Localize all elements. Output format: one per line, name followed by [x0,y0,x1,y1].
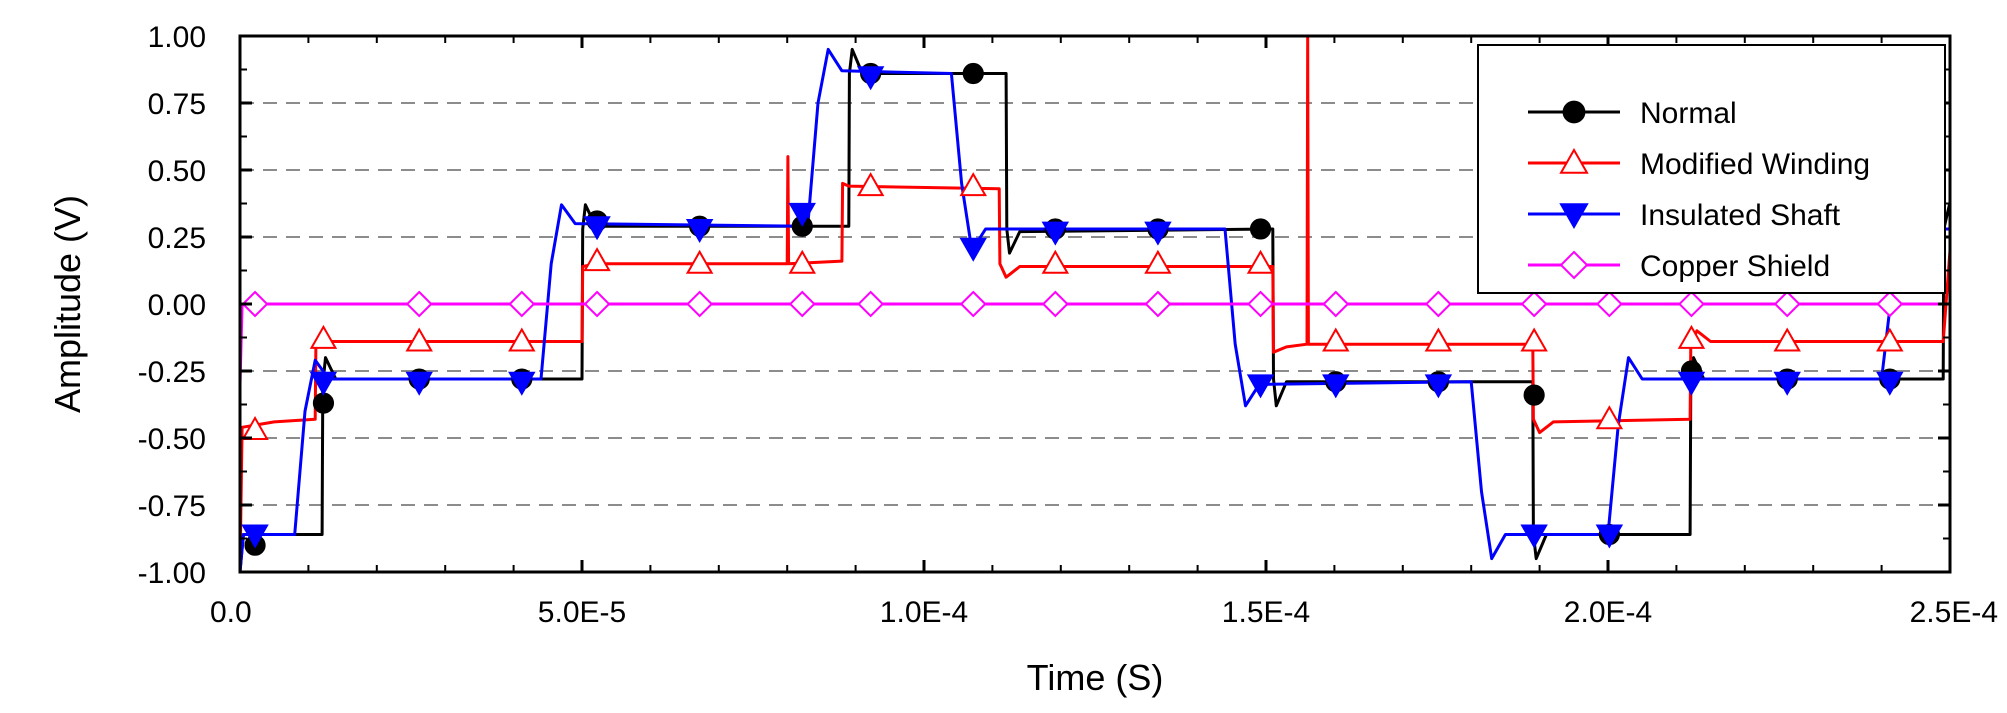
series-line-modified-winding [238,34,1952,573]
point-insulated-shaft [1773,371,1801,396]
legend: Normal Modified Winding Insulated Shaft Cop… [1477,44,1946,294]
point-copper-shield [241,290,269,318]
point-modified-winding [1144,249,1172,274]
point-insulated-shaft [1246,374,1275,399]
point-copper-shield [1424,290,1452,318]
point-copper-shield [1595,290,1623,318]
point-modified-winding [959,172,987,197]
series-markers [241,62,1904,556]
point-insulated-shaft [685,218,714,243]
x-tick-label: 2.5E-4 [1910,596,1998,629]
point-insulated-shaft [1677,371,1706,396]
point-modified-winding [856,172,885,197]
legend-marker-modified-winding [1559,147,1589,174]
point-modified-winding [685,249,714,274]
y-tick-label: 0.75 [148,88,206,121]
point-modified-winding [1322,327,1350,352]
y-tick-label: 0.00 [148,289,206,322]
point-copper-shield [1520,290,1548,318]
point-copper-shield [788,290,816,318]
point-modified-winding [1677,324,1706,349]
point-modified-winding [1424,327,1453,352]
point-copper-shield [583,290,611,318]
point-copper-shield [1247,290,1274,318]
point-copper-shield [1876,290,1904,318]
x-tick-label: 1.5E-4 [1222,596,1310,629]
point-modified-winding [508,327,536,352]
legend-marker-normal [1562,100,1586,124]
point-copper-shield [1773,290,1801,318]
legend-marker-copper-shield [1559,250,1589,280]
point-insulated-shaft [959,237,987,262]
point-insulated-shaft [1520,524,1548,549]
point-modified-winding [1595,405,1624,430]
y-tick-label: 0.50 [148,155,206,188]
y-tick-label: 0.25 [148,222,206,255]
point-insulated-shaft [508,371,536,396]
point-insulated-shaft [1322,374,1350,399]
point-modified-winding [1246,249,1275,274]
point-normal [962,62,984,85]
point-modified-winding [788,249,816,274]
point-copper-shield [686,290,714,318]
point-insulated-shaft [405,371,433,396]
point-modified-winding [405,327,433,352]
point-modified-winding [309,324,338,349]
point-modified-winding [1041,249,1070,274]
point-copper-shield [405,290,433,318]
point-copper-shield [508,290,536,318]
point-modified-winding [1876,327,1904,352]
point-modified-winding [1773,327,1801,352]
point-insulated-shaft [1595,524,1624,549]
point-copper-shield [1041,290,1069,318]
y-tick-label: -0.50 [138,423,206,456]
point-copper-shield [1322,290,1350,318]
legend-marker-insulated-shaft [1559,203,1589,230]
point-copper-shield [1678,290,1705,318]
x-axis-title: Time (S) [1027,657,1164,698]
point-modified-winding [1520,327,1548,352]
point-insulated-shaft [1144,221,1172,246]
point-normal [1523,384,1545,406]
x-tick-label: 0.0 [210,596,252,629]
y-tick-label: -1.00 [138,557,206,590]
y-tick-label: -0.75 [138,490,206,523]
point-insulated-shaft [1041,221,1070,246]
x-tick-label: 1.0E-4 [880,596,968,629]
legend-label-modified-winding: Modified Winding [1640,148,1870,181]
x-tick-label: 5.0E-5 [538,596,626,629]
axis-ticks: 1.00 0.75 0.50 0.25 0.00 -0.25 -0.50 -0.75 -1.00… [138,21,1998,629]
point-copper-shield [857,290,885,318]
point-insulated-shaft [1424,374,1453,399]
point-insulated-shaft [788,202,816,227]
point-modified-winding [583,247,611,272]
point-insulated-shaft [583,216,611,241]
point-insulated-shaft [241,524,269,549]
point-copper-shield [959,290,987,318]
point-normal [312,392,335,414]
legend-label-copper-shield: Copper Shield [1640,250,1830,283]
point-insulated-shaft [856,66,885,91]
legend-label-insulated-shaft: Insulated Shaft [1640,199,1841,232]
y-tick-label: -0.25 [138,356,206,389]
legend-label-normal: Normal [1640,97,1737,130]
y-tick-label: 1.00 [148,21,206,54]
x-tick-label: 2.0E-4 [1564,596,1652,629]
series-line-insulated-shaft [238,47,1950,573]
point-normal [1249,218,1272,240]
y-axis-title: Amplitude (V) [47,195,88,413]
point-insulated-shaft [1876,371,1904,396]
point-modified-winding [241,415,269,440]
point-copper-shield [1144,290,1172,318]
legend-box [1477,44,1946,294]
point-insulated-shaft [309,371,338,396]
